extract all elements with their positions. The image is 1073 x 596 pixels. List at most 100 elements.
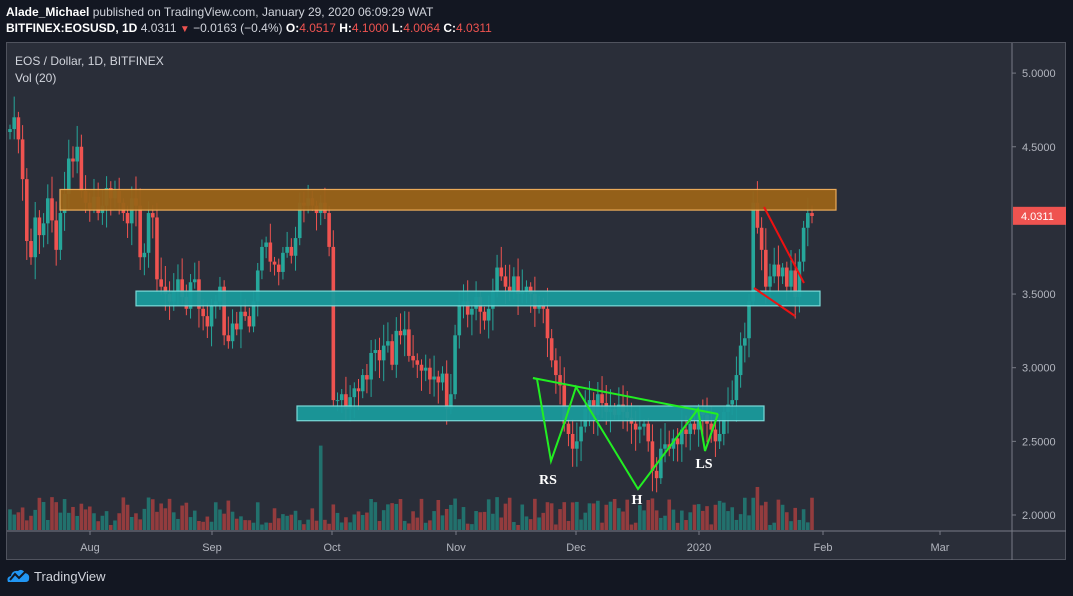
candle-body bbox=[255, 270, 260, 302]
price-tick-label: 4.5000 bbox=[1022, 142, 1056, 154]
neckline bbox=[532, 377, 719, 415]
candle-body bbox=[659, 448, 663, 479]
candle-body bbox=[146, 213, 151, 253]
volume-bar bbox=[533, 498, 537, 530]
volume-bar bbox=[793, 507, 798, 530]
candle-body bbox=[58, 213, 63, 250]
volume-bar bbox=[436, 499, 441, 530]
candle-body bbox=[495, 267, 499, 292]
candle-body bbox=[549, 338, 554, 361]
candle-body bbox=[486, 308, 491, 321]
volume-bar bbox=[776, 499, 781, 530]
volume-bar bbox=[478, 512, 483, 530]
volume-bar bbox=[516, 524, 520, 530]
volume-bar bbox=[184, 502, 189, 530]
volume-bar bbox=[709, 524, 714, 530]
down-arrow-icon: ▼ bbox=[179, 24, 190, 35]
symbol-label: BITFINEX:EOSUSD, 1D bbox=[6, 21, 138, 35]
candle-body bbox=[516, 276, 520, 295]
open-label: O: bbox=[285, 21, 300, 35]
candle-body bbox=[423, 367, 428, 371]
candle-body bbox=[444, 373, 449, 409]
volume-bar bbox=[440, 515, 445, 530]
volume-bar bbox=[801, 509, 806, 530]
candle-body bbox=[743, 338, 747, 346]
candle-body bbox=[377, 350, 382, 361]
volume-bar bbox=[20, 507, 25, 530]
candle-body bbox=[50, 198, 54, 221]
volume-bar bbox=[268, 522, 273, 530]
candle-body bbox=[331, 246, 336, 401]
volume-bar bbox=[310, 508, 315, 530]
candle-body bbox=[226, 335, 231, 342]
candle-body bbox=[16, 117, 21, 140]
candle-body bbox=[801, 227, 806, 262]
volume-bar bbox=[339, 522, 344, 530]
author-name[interactable]: Alade_Michael bbox=[6, 5, 90, 19]
candle-body bbox=[37, 217, 42, 236]
volume-bar bbox=[33, 509, 37, 530]
volume-bar bbox=[663, 515, 667, 530]
candle-body bbox=[327, 213, 331, 247]
volume-bar bbox=[87, 506, 92, 530]
candle-body bbox=[596, 394, 600, 415]
pattern-label: LS bbox=[695, 457, 712, 472]
time-tick-label: Nov bbox=[446, 542, 466, 554]
candle-body bbox=[713, 429, 718, 442]
candle-body bbox=[260, 246, 264, 271]
volume-bar bbox=[381, 510, 386, 530]
volume-bar bbox=[66, 512, 71, 530]
candle-body bbox=[755, 202, 760, 228]
candle-body bbox=[138, 205, 142, 258]
time-tick-label: Sep bbox=[202, 542, 222, 554]
candle-body bbox=[276, 264, 281, 272]
volume-bar bbox=[747, 515, 751, 530]
volume-bar bbox=[100, 515, 105, 530]
volume-bar bbox=[302, 524, 306, 530]
candle-body bbox=[402, 329, 407, 336]
volume-bar bbox=[465, 523, 470, 530]
volume-bar bbox=[541, 512, 546, 530]
volume-bar bbox=[457, 519, 462, 530]
volume-bar bbox=[600, 522, 604, 530]
candle-body bbox=[41, 223, 46, 236]
candle-body bbox=[747, 301, 751, 339]
candle-body bbox=[251, 301, 256, 327]
volume-bar bbox=[785, 512, 789, 530]
volume-bar bbox=[205, 516, 210, 530]
volume-bar bbox=[134, 513, 138, 530]
volume-bar bbox=[260, 524, 264, 530]
volume-bar bbox=[596, 500, 600, 530]
candle-body bbox=[449, 394, 453, 409]
volume-bar bbox=[234, 518, 239, 530]
volume-bar bbox=[45, 519, 50, 530]
price-tick-label: 3.0000 bbox=[1022, 363, 1056, 375]
candle-body bbox=[150, 213, 155, 218]
candle-body bbox=[155, 217, 159, 280]
candle-body bbox=[281, 252, 285, 272]
volume-bar bbox=[650, 498, 655, 530]
volume-label: Vol (20) bbox=[15, 71, 57, 85]
volume-bar bbox=[171, 512, 176, 530]
candle-body bbox=[562, 385, 567, 424]
volume-bar bbox=[83, 509, 88, 530]
tradingview-logo-icon bbox=[7, 569, 30, 582]
volume-bar bbox=[755, 486, 760, 530]
volume-bar bbox=[16, 512, 21, 530]
volume-bar bbox=[680, 510, 684, 530]
volume-bar bbox=[701, 510, 705, 530]
candle-body bbox=[566, 423, 571, 434]
candle-body bbox=[663, 444, 667, 449]
candle-body bbox=[8, 129, 12, 133]
volume-bar bbox=[104, 511, 109, 530]
volume-bar bbox=[29, 515, 33, 530]
volume-bar bbox=[743, 497, 747, 530]
candle-body bbox=[440, 373, 445, 383]
tradingview-branding[interactable]: TradingView bbox=[6, 568, 106, 584]
volume-bar bbox=[285, 515, 289, 530]
candle-body bbox=[453, 335, 457, 395]
candle-body bbox=[671, 438, 676, 449]
candle-body bbox=[717, 433, 722, 442]
volume-bar bbox=[398, 499, 403, 530]
